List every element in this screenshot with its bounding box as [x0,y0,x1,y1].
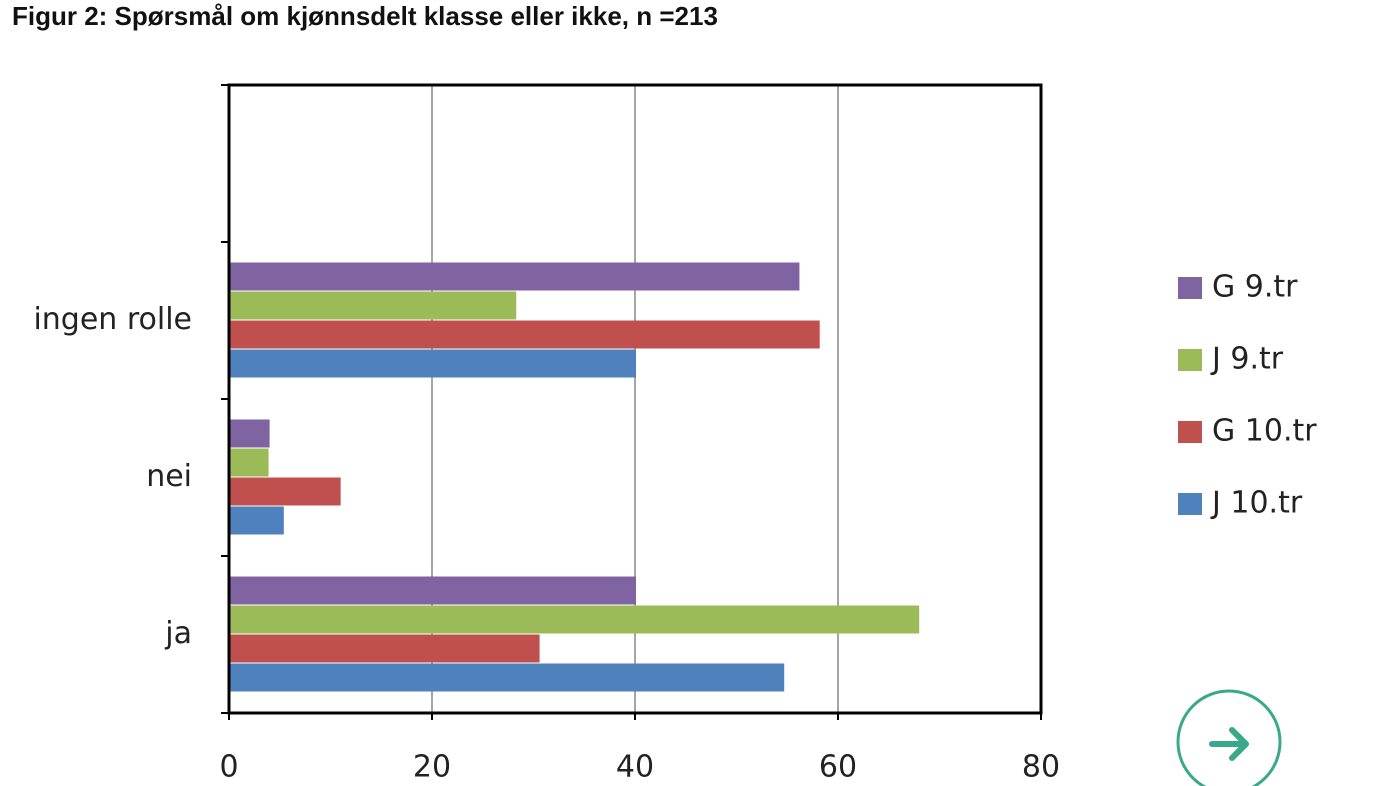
bar [229,605,920,634]
x-tick-label: 60 [819,750,857,785]
bar [229,576,637,605]
bar [229,477,341,506]
next-button-circle[interactable] [1176,689,1282,786]
x-tick-label: 0 [219,750,238,785]
bar [229,663,785,692]
legend-swatch [1178,421,1202,443]
y-tick-label: ja [164,616,192,651]
x-tick-label: 80 [1022,750,1060,785]
legend-label: J 9.tr [1210,342,1284,377]
bar [229,349,637,378]
bar [229,634,540,663]
bar [229,419,270,448]
legend-label: G 10.tr [1212,414,1317,449]
x-tick-label: 20 [413,750,451,785]
legend-label: G 9.tr [1212,270,1298,305]
legend-swatch [1178,493,1202,515]
legend-swatch [1178,349,1202,371]
bar [229,291,517,320]
bar [229,448,269,477]
legend-swatch [1178,277,1202,299]
y-tick-label: ingen rolle [33,302,192,337]
legend-label: J 10.tr [1210,486,1303,521]
x-tick-label: 40 [616,750,654,785]
bar [229,506,284,535]
next-arrow[interactable] [1209,727,1249,761]
bar [229,262,800,291]
chart-title: Figur 2: Spørsmål om kjønnsdelt klasse e… [12,1,718,31]
bar [229,320,820,349]
plot-frame [227,83,1043,715]
next-button[interactable] [1176,689,1282,786]
y-tick-label: nei [146,459,192,494]
